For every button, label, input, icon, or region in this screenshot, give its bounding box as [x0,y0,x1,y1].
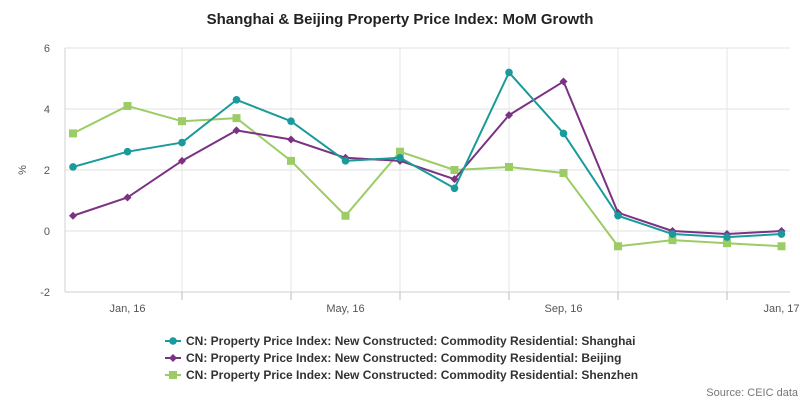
data-point [287,117,295,125]
data-point [614,211,622,220]
data-point [450,184,459,193]
series-line [72,80,782,236]
data-point [723,239,731,248]
x-tick-label: May, 16 [326,303,364,315]
data-point [287,156,295,165]
data-point [777,242,786,251]
y-tick-label: 6 [44,43,50,55]
data-point [614,242,622,251]
data-point [69,163,77,171]
y-tick-label: 4 [44,104,50,116]
series-line [72,104,782,248]
data-point [232,126,241,135]
y-tick-label: -2 [40,287,50,299]
y-tick-label: 2 [44,165,50,177]
data-point [232,114,241,123]
data-point [123,147,132,156]
source-note: Source: CEIC data [706,387,799,399]
data-point [505,68,513,77]
data-point [123,193,132,202]
series-line [72,71,782,239]
legend-label: CN: Property Price Index: New Constructe… [186,351,621,365]
data-point [178,117,186,126]
legend-item: CN: Property Price Index: New Constructe… [165,334,635,348]
legend-item: CN: Property Price Index: New Constructe… [165,351,621,365]
data-point [341,157,350,165]
x-tick-label: Jan, 17 [763,303,799,315]
x-tick-label: Jan, 16 [109,303,145,315]
data-point [505,111,513,120]
data-point [505,162,513,171]
data-point [396,154,404,162]
data-point [450,166,459,174]
legend: CN: Property Price Index: New Constructe… [165,334,638,382]
x-tick-label: Sep, 16 [545,303,583,315]
legend-marker [169,371,177,379]
legend-marker [169,354,177,362]
y-tick-label: 0 [44,226,50,238]
data-point [69,211,77,220]
data-point [178,156,186,165]
data-point [287,135,295,144]
y-axis-label: % [17,165,29,175]
data-point [178,138,186,147]
data-point [723,233,731,241]
data-point [341,211,350,220]
series-2 [69,101,786,251]
data-point [668,236,677,245]
data-point [450,175,459,184]
series-0 [69,68,786,241]
data-point [559,77,568,86]
chart-title: Shanghai & Beijing Property Price Index:… [207,11,594,28]
data-point [777,230,786,238]
data-point [69,129,77,138]
data-point [559,169,568,178]
data-point [396,147,404,156]
legend-marker [169,337,177,345]
data-point [559,129,568,138]
legend-label: CN: Property Price Index: New Constructe… [186,334,635,348]
legend-label: CN: Property Price Index: New Constructe… [186,368,638,382]
series-1 [69,77,786,239]
data-point [123,101,132,110]
axes: -2 0 2 4 6 Jan, 16 May, 16 Sep, 16 Jan, 17 [40,43,799,315]
series-lines [69,68,786,251]
data-point [668,230,677,238]
legend-item: CN: Property Price Index: New Constructe… [165,368,638,382]
data-point [232,96,241,104]
